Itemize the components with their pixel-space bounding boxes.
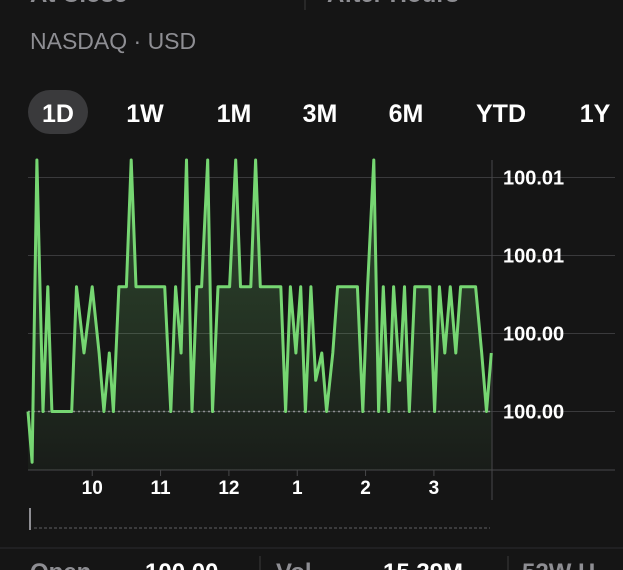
- y-tick-label: 100.00: [503, 402, 564, 424]
- range-tab[interactable]: 1D: [42, 100, 74, 128]
- y-tick-label: 100.01: [503, 168, 564, 190]
- x-tick-label: 10: [82, 478, 103, 499]
- exchange-label: NASDAQ · USD: [30, 28, 196, 54]
- x-tick-label: 3: [429, 478, 440, 499]
- x-tick-label: 11: [151, 478, 172, 499]
- y-tick-label: 100.01: [503, 246, 564, 268]
- price-line: [26, 158, 493, 464]
- vol-label: Vol: [276, 559, 312, 570]
- range-tab[interactable]: 3M: [303, 100, 338, 128]
- range-tab[interactable]: 1Y: [580, 100, 611, 128]
- range-tabs: 1D 1W 1M 3M 6M YTD 1Y: [28, 90, 611, 134]
- after-hours-label: After Hours: [327, 0, 459, 8]
- at-close-label: At Close: [30, 0, 127, 8]
- range-tab[interactable]: YTD: [476, 100, 526, 128]
- tab-selected-bg: [28, 90, 88, 134]
- y-tick-label: 100.00: [503, 324, 564, 346]
- range-tab[interactable]: 1M: [217, 100, 252, 128]
- range-tab[interactable]: 6M: [389, 100, 424, 128]
- x-tick-label: 2: [360, 478, 371, 499]
- high-label: 52W H: [522, 559, 595, 570]
- open-value: 100.00: [145, 559, 218, 570]
- vol-value: 15.39M: [383, 559, 463, 570]
- x-tick-label: 12: [218, 478, 239, 499]
- range-tab[interactable]: 1W: [126, 100, 164, 128]
- x-tick-label: 1: [292, 478, 303, 499]
- price-area: [28, 160, 492, 470]
- open-label: Open: [30, 559, 91, 570]
